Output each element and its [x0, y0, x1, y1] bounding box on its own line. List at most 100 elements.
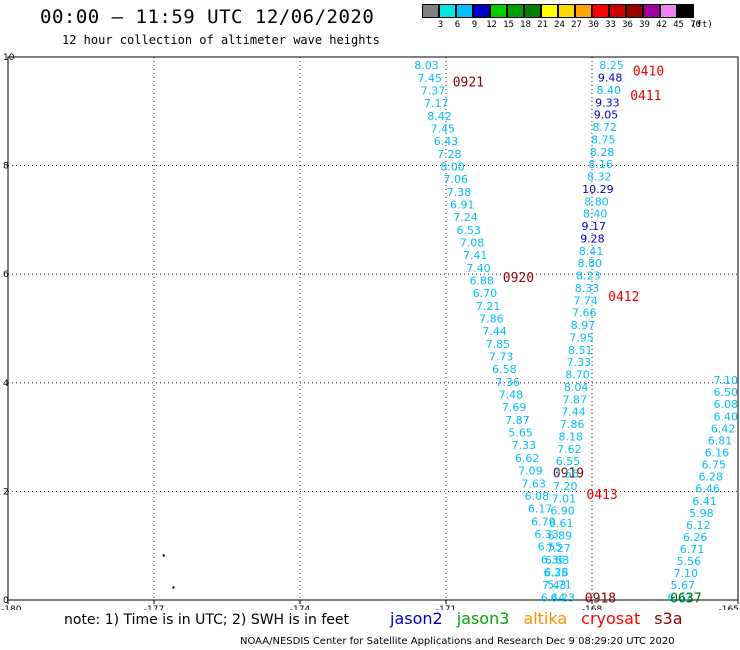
wave-height-label: 6.28: [544, 566, 569, 579]
y-tick-label: 8: [3, 162, 9, 172]
wave-height-label: 7.33: [512, 439, 537, 452]
wave-height-label: 7.41: [463, 249, 488, 262]
y-tick-label: 0: [3, 596, 9, 606]
color-scale-label: 21: [537, 20, 548, 30]
wave-height-label: 6.89: [548, 529, 573, 542]
wave-height-label: 7.86: [560, 418, 585, 431]
wave-height-label: 6.23: [551, 591, 576, 604]
wave-height-label: 9.17: [582, 220, 607, 233]
wave-height-label: 7.10: [714, 374, 739, 387]
color-scale-swatch: [626, 4, 643, 18]
x-tick-label: -177: [144, 605, 164, 610]
wave-height-label: 6.46: [695, 483, 720, 496]
color-scale-swatch: [609, 4, 626, 18]
wave-height-label: 8.70: [565, 369, 590, 382]
y-tick-label: 4: [3, 379, 9, 389]
color-scale-label: 18: [520, 20, 531, 30]
wave-height-label: 9.48: [598, 72, 623, 85]
wave-height-label: 8.18: [558, 430, 583, 443]
color-scale-label: 33: [605, 20, 616, 30]
color-scale-swatch: [473, 4, 490, 18]
color-scale-swatch: [592, 4, 609, 18]
color-scale-swatch: [677, 4, 694, 18]
color-scale-label: 12: [486, 20, 497, 30]
wave-height-label: 7.20: [553, 480, 578, 493]
wave-height-label: 8.40: [597, 84, 622, 97]
wave-height-label: 6.88: [469, 275, 494, 288]
color-scale-swatch: [507, 4, 524, 18]
wave-height-label: 8.41: [579, 245, 604, 258]
wave-height-label: 7.01: [552, 492, 577, 505]
wave-height-label: 7.62: [557, 443, 582, 456]
satellite-legend-item: cryosat: [581, 609, 641, 628]
wave-height-label: 6.61: [549, 517, 574, 530]
color-scale-label: 27: [571, 20, 582, 30]
wave-height-label: 6.50: [714, 386, 739, 399]
wave-height-label: 8.72: [592, 121, 617, 134]
wave-height-label: 7.95: [569, 331, 594, 344]
wave-height-label: 5.71: [547, 579, 572, 592]
wave-height-label: 6.71: [680, 543, 705, 556]
wave-height-label: 7.44: [561, 406, 586, 419]
wave-height-label: 7.38: [447, 186, 472, 199]
time-label: 0412: [608, 290, 639, 305]
color-scale-swatch: [439, 4, 456, 18]
wave-height-label: 6.58: [492, 363, 517, 376]
wave-height-label: 6.35: [544, 567, 569, 580]
wave-height-label: 6.43: [434, 135, 459, 148]
wave-height-label: 6.17: [528, 503, 553, 516]
time-label: 0637: [670, 591, 701, 606]
color-scale-label: 45: [673, 20, 684, 30]
wave-height-label: 6.75: [702, 459, 727, 472]
color-scale-label: 39: [639, 20, 650, 30]
satellite-legend-item: s3a: [654, 609, 683, 628]
wave-height-label: 7.10: [674, 567, 699, 580]
wave-height-label: 7.21: [476, 300, 501, 313]
wave-height-label: 6.28: [698, 471, 723, 484]
wave-height-label: 7.85: [486, 338, 511, 351]
wave-height-label: 6.40: [714, 410, 739, 423]
color-scale-swatch: [456, 4, 473, 18]
time-label: 0413: [586, 488, 617, 503]
wave-height-label: 7.56: [554, 468, 579, 481]
wave-height-label: 6.41: [692, 495, 717, 508]
wave-height-label: 6.63: [545, 554, 570, 567]
chart-subtitle: 12 hour collection of altimeter wave hei…: [62, 33, 380, 47]
wave-height-label: 8.23: [576, 270, 601, 283]
wave-height-label: 8.80: [577, 257, 602, 270]
x-tick-label: -168: [582, 605, 603, 610]
wave-height-label: 8.40: [583, 208, 608, 221]
wave-height-label: 5.98: [689, 507, 714, 520]
wave-height-label: 6.08: [714, 398, 739, 411]
x-tick-label: -165: [719, 605, 739, 610]
time-label: 0410: [633, 65, 664, 80]
wave-height-label: 6.33: [534, 528, 559, 541]
wave-height-label: 6.36: [541, 553, 566, 566]
wave-height-label: 6.12: [686, 519, 711, 532]
wave-height-label: 7.45: [431, 122, 456, 135]
plot-frame: [7, 56, 739, 601]
wave-height-label: 6.90: [550, 505, 575, 518]
wave-height-label: 8.25: [599, 59, 624, 72]
wave-height-label: 7.48: [499, 389, 524, 402]
wave-height-label: 7.09: [518, 465, 543, 478]
wave-height-label: 7.87: [563, 393, 588, 406]
wave-height-label: 7.74: [573, 294, 598, 307]
x-tick-label: -174: [290, 605, 311, 610]
satellite-legend: jason2 jason3 altika cryosat s3a: [390, 609, 697, 628]
wave-height-label: 7.24: [453, 211, 478, 224]
color-scale-swatch: [422, 4, 439, 18]
wave-height-label: 5.65: [508, 427, 533, 440]
color-scale-label: 36: [622, 20, 633, 30]
wave-height-label: 9.28: [580, 232, 605, 245]
wave-height-label: 7.86: [479, 313, 504, 326]
wave-height-label: 8.80: [584, 195, 609, 208]
wave-height-label: 6.62: [515, 452, 540, 465]
wave-height-label: 6.53: [456, 224, 481, 237]
wave-height-label: 6.70: [473, 287, 498, 300]
y-tick-label: 6: [3, 270, 9, 280]
wave-height-label: 7.73: [489, 351, 514, 364]
wave-height-label: 7.27: [546, 542, 571, 555]
color-scale-label: 9: [471, 20, 478, 30]
x-tick-label: -180: [1, 605, 22, 610]
